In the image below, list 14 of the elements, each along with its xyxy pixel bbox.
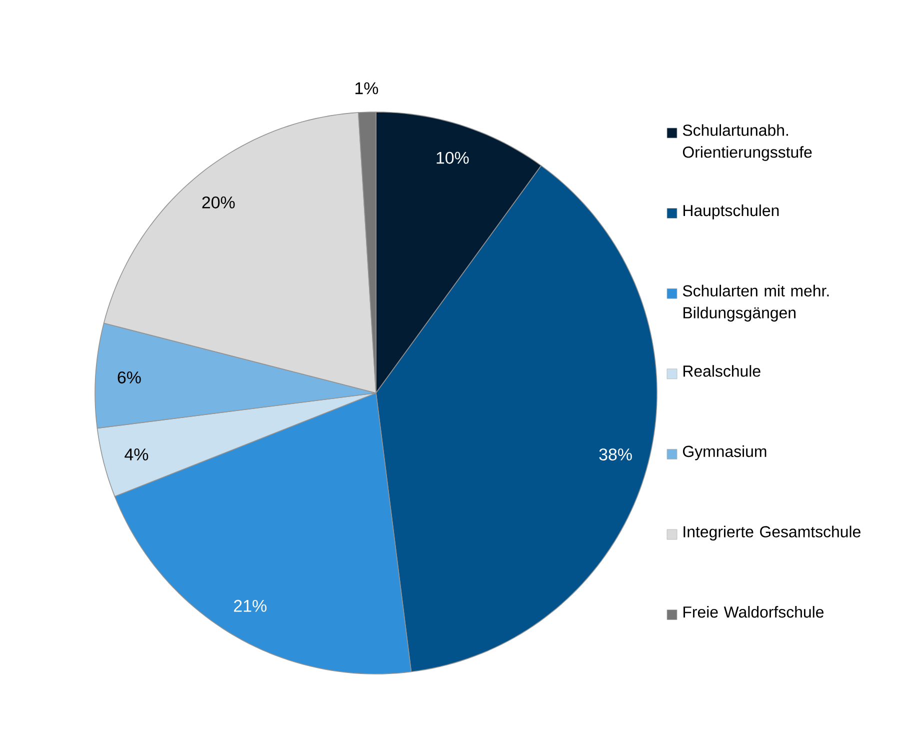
- data-label: 38%: [599, 448, 632, 460]
- data-label: 10%: [436, 152, 469, 164]
- data-label: 1%: [355, 82, 378, 94]
- data-label: 6%: [118, 371, 141, 384]
- data-label: 4%: [124, 448, 148, 460]
- legend-label: Schularten mit mehr. Bildungsgängen: [682, 284, 829, 322]
- legend-label: Schulartunabh. Orientierungsstufe: [682, 124, 812, 161]
- legend-label: Gymnasium: [683, 445, 766, 460]
- data-label: 21%: [234, 600, 266, 612]
- legend-label: Freie Waldorfschule: [684, 606, 824, 618]
- legend-label: Realschule: [684, 365, 760, 377]
- legend-label: Integrierte Gesamtschule: [684, 526, 860, 541]
- legend-label: Hauptschulen: [684, 204, 779, 220]
- data-label: 20%: [202, 196, 235, 208]
